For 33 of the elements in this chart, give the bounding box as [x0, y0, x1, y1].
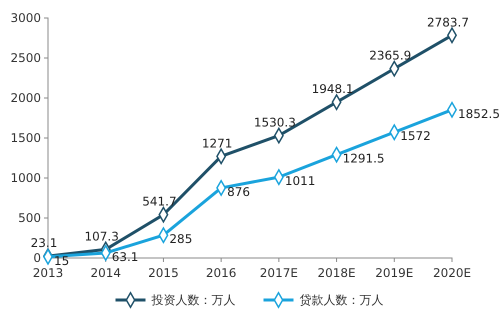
data-label: 107.3: [84, 229, 119, 244]
x-tick-label: 2017E: [260, 266, 298, 280]
data-label: 1011: [284, 174, 316, 188]
y-tick-label: 0: [33, 250, 41, 265]
x-tick-label: 2018E: [318, 266, 356, 280]
legend-label: 投资人数：万人: [150, 293, 236, 307]
data-label: 23.1: [30, 236, 58, 250]
data-label: 1948.1: [312, 82, 354, 96]
data-label: 285: [169, 232, 192, 246]
data-label: 1852.5: [458, 106, 499, 121]
data-label: 1572: [400, 129, 431, 144]
x-tick-label: 2020E: [432, 266, 472, 280]
x-tick-label: 2014: [90, 266, 121, 280]
legend-label: 贷款人数：万人: [300, 293, 384, 307]
data-label: 541.7: [142, 194, 177, 209]
data-label: 1291.5: [342, 152, 385, 166]
data-label: 2365.9: [369, 48, 412, 63]
y-tick-label: 1000: [10, 170, 41, 185]
y-tick-label: 3000: [10, 10, 41, 25]
x-tick-label: 2019E: [375, 266, 414, 280]
data-label: 876: [227, 184, 250, 199]
data-label: 1271: [202, 136, 232, 150]
y-tick-label: 500: [18, 210, 41, 225]
y-tick-label: 2000: [10, 90, 41, 105]
data-label: 15: [54, 254, 70, 268]
y-tick-label: 1500: [10, 130, 41, 145]
data-label: 63.1: [112, 250, 138, 264]
x-tick-label: 2016: [206, 266, 236, 280]
x-tick-label: 2015: [148, 266, 179, 280]
y-tick-label: 2500: [10, 50, 41, 65]
data-label: 2783.7: [427, 15, 469, 30]
data-label: 1530.3: [254, 116, 296, 130]
x-tick-label: 2013: [32, 266, 64, 280]
